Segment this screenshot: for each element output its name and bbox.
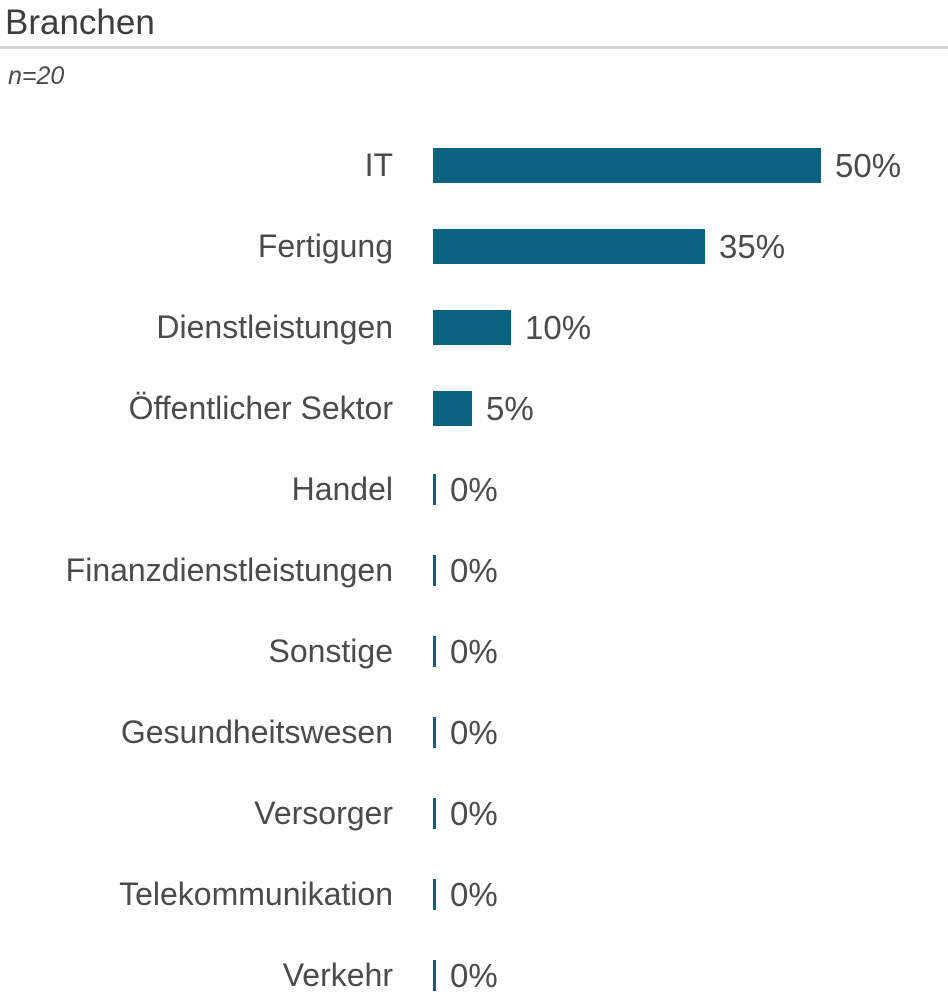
value-label: 0% — [450, 713, 498, 751]
category-label: Finanzdienstleistungen — [65, 552, 393, 588]
value-label: 0% — [450, 794, 498, 832]
page-title: Branchen — [0, 0, 948, 49]
bar-area: 0% — [433, 795, 498, 833]
bar-area: 50% — [433, 147, 901, 185]
category-label: Gesundheitswesen — [120, 714, 393, 750]
value-label: 0% — [450, 470, 498, 508]
chart-row: Fertigung 35% — [0, 206, 948, 287]
chart-row: Sonstige 0% — [0, 611, 948, 692]
bar — [433, 798, 436, 829]
chart-row: Gesundheitswesen 0% — [0, 692, 948, 773]
value-label: 35% — [719, 227, 786, 265]
chart-row: Telekommunikation 0% — [0, 854, 948, 935]
bar-chart: IT 50% Fertigung 35% Dienstleistungen 10… — [0, 125, 948, 1001]
category-label: Öffentlicher Sektor — [128, 390, 393, 426]
bar-area: 0% — [433, 957, 498, 995]
value-label: 0% — [450, 875, 498, 913]
bar-area: 0% — [433, 633, 498, 671]
chart-row: Dienstleistungen 10% — [0, 287, 948, 368]
category-label: Dienstleistungen — [156, 309, 393, 345]
chart-row: Verkehr 0% — [0, 935, 948, 1001]
value-label: 0% — [450, 551, 498, 589]
bar — [433, 229, 705, 264]
chart-row: Finanzdienstleistungen 0% — [0, 530, 948, 611]
bar — [433, 636, 436, 667]
bar-area: 5% — [433, 390, 534, 428]
category-label: Versorger — [254, 795, 393, 831]
value-label: 5% — [486, 389, 534, 427]
category-label: Telekommunikation — [119, 876, 393, 912]
bar — [433, 960, 436, 991]
bar-area: 0% — [433, 471, 498, 509]
bar-area: 10% — [433, 309, 591, 347]
category-label: Sonstige — [268, 633, 393, 669]
bar — [433, 555, 436, 586]
chart-row: Öffentlicher Sektor 5% — [0, 368, 948, 449]
bar — [433, 474, 436, 505]
category-label: Handel — [291, 471, 393, 507]
value-label: 0% — [450, 956, 498, 994]
chart-row: Handel 0% — [0, 449, 948, 530]
category-label: Verkehr — [282, 957, 393, 993]
chart-row: IT 50% — [0, 125, 948, 206]
value-label: 10% — [525, 308, 592, 346]
bar — [433, 391, 472, 426]
bar — [433, 717, 436, 748]
bar-area: 0% — [433, 876, 498, 914]
bar — [433, 879, 436, 910]
chart-row: Versorger 0% — [0, 773, 948, 854]
bar — [433, 148, 821, 183]
bar-area: 0% — [433, 714, 498, 752]
bar-area: 35% — [433, 228, 785, 266]
sample-size-label: n=20 — [8, 62, 65, 90]
value-label: 0% — [450, 632, 498, 670]
category-label: Fertigung — [257, 228, 393, 264]
category-label: IT — [364, 147, 393, 183]
bar — [433, 310, 511, 345]
bar-area: 0% — [433, 552, 498, 590]
value-label: 50% — [835, 146, 902, 184]
